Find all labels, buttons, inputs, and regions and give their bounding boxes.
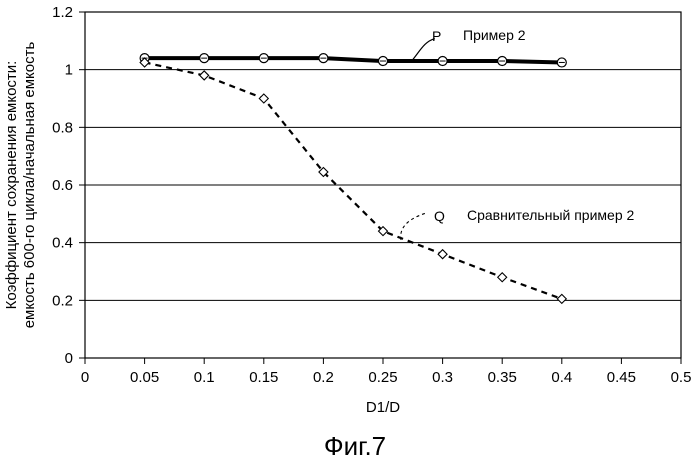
x-tick-label-1: 0.05 bbox=[130, 369, 159, 386]
x-tick-label-3: 0.15 bbox=[249, 369, 278, 386]
y-axis-title-line-1: Коэффициент сохранения емкости: bbox=[3, 61, 20, 310]
point-Q-6 bbox=[498, 273, 507, 282]
series-q-tag: Q bbox=[434, 208, 445, 224]
point-P-5 bbox=[438, 57, 447, 66]
y-tick-label-2: 0.4 bbox=[52, 235, 73, 252]
point-P-4 bbox=[379, 57, 388, 66]
series-markers bbox=[140, 54, 566, 304]
series-q-leader bbox=[401, 213, 427, 240]
point-P-1 bbox=[200, 54, 209, 63]
y-tick-label-6: 1.2 bbox=[52, 4, 73, 21]
x-tick-label-2: 0.1 bbox=[194, 369, 215, 386]
point-P-6 bbox=[498, 57, 507, 66]
x-tick-label-4: 0.2 bbox=[313, 369, 334, 386]
series-p-tag: P bbox=[432, 28, 441, 44]
y-axis-title-line-2: емкость 600-го цикла/начальная емкость bbox=[21, 42, 38, 329]
x-axis-title: D1/D bbox=[366, 399, 400, 416]
point-Q-5 bbox=[438, 250, 447, 259]
y-tick-label-4: 0.8 bbox=[52, 119, 73, 136]
gridlines bbox=[85, 70, 681, 301]
series-lines bbox=[145, 58, 562, 299]
point-Q-2 bbox=[259, 94, 268, 103]
point-P-3 bbox=[319, 54, 328, 63]
point-Q-7 bbox=[557, 294, 566, 303]
y-axis-title: Коэффициент сохранения емкости: емкость … bbox=[3, 42, 38, 329]
y-tick-label-5: 1 bbox=[65, 62, 73, 79]
x-tick-label-0: 0 bbox=[81, 369, 89, 386]
series-q-name: Сравнительный пример 2 bbox=[467, 207, 634, 223]
series-line-Q bbox=[145, 62, 562, 298]
x-tick-label-9: 0.45 bbox=[607, 369, 636, 386]
x-tick-label-7: 0.35 bbox=[488, 369, 517, 386]
x-tick-label-10: 0.5 bbox=[671, 369, 692, 386]
y-tick-label-1: 0.2 bbox=[52, 292, 73, 309]
x-tick-label-6: 0.3 bbox=[432, 369, 453, 386]
figure-caption: Фиг.7 bbox=[324, 431, 386, 461]
series-p-name: Пример 2 bbox=[463, 27, 526, 43]
y-tick-label-3: 0.6 bbox=[52, 177, 73, 194]
series-annotations: P Пример 2 Q Сравнительный пример 2 bbox=[401, 27, 635, 240]
y-tick-label-0: 0 bbox=[65, 350, 73, 367]
point-P-7 bbox=[557, 58, 566, 67]
x-tick-label-5: 0.25 bbox=[368, 369, 397, 386]
point-Q-1 bbox=[200, 71, 209, 80]
point-P-2 bbox=[259, 54, 268, 63]
x-tick-label-8: 0.4 bbox=[551, 369, 572, 386]
